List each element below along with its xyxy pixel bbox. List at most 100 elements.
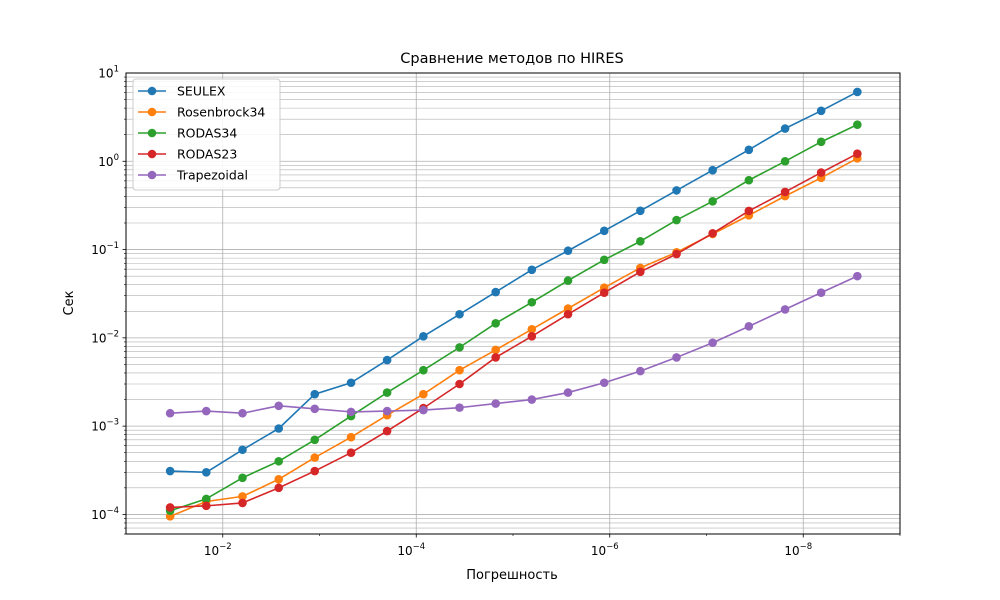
y-tick-label-exponent: 0: [114, 153, 119, 163]
series-line: [169, 157, 858, 518]
x-tick-label: 10−2: [204, 542, 232, 558]
legend-marker: [147, 107, 157, 117]
data-point: [491, 345, 500, 355]
series-trapezoidal: [165, 271, 862, 418]
legend-marker: [147, 149, 157, 159]
legend-label: SEULEX: [177, 84, 226, 99]
legend-marker: [147, 170, 157, 180]
data-point: [455, 309, 464, 319]
x-tick-label-exponent: −8: [800, 542, 813, 552]
data-point: [780, 156, 790, 166]
data-point: [816, 168, 826, 177]
data-point: [419, 389, 428, 399]
data-point: [274, 424, 284, 433]
data-point: [274, 483, 284, 493]
data-point: [527, 332, 537, 341]
series-layer: [165, 87, 862, 521]
y-tick-label-exponent: −1: [106, 241, 119, 251]
x-tick-label: 10−4: [397, 542, 425, 558]
data-point: [853, 120, 862, 129]
data-point: [527, 395, 537, 404]
data-point: [816, 106, 826, 116]
data-point: [491, 353, 500, 362]
data-point: [636, 206, 645, 216]
data-point: [201, 467, 211, 477]
y-tick-label-base: 10: [91, 508, 106, 522]
y-tick-label-exponent: −3: [106, 418, 119, 428]
data-point: [599, 226, 609, 236]
data-point: [527, 265, 537, 275]
series-line: [169, 123, 858, 512]
data-point: [165, 503, 175, 512]
data-point: [274, 401, 284, 411]
data-point: [455, 343, 464, 352]
data-point: [346, 432, 356, 442]
data-point: [672, 249, 681, 259]
data-point: [165, 408, 175, 418]
data-point: [744, 175, 754, 185]
data-point: [455, 379, 464, 389]
data-point: [274, 474, 284, 484]
legend-box: [132, 78, 281, 191]
legend-label: Trapezoidal: [176, 168, 248, 183]
data-point: [201, 494, 211, 504]
data-point: [708, 197, 717, 206]
data-point: [744, 145, 754, 155]
series-rodas23: [165, 149, 862, 512]
legend-entry: RODAS34: [138, 126, 237, 141]
data-point: [491, 399, 500, 408]
data-point: [599, 255, 609, 265]
data-point: [310, 466, 320, 476]
data-point: [238, 498, 247, 508]
data-point: [563, 388, 573, 397]
y-tick-label: 100: [98, 153, 119, 169]
data-point: [455, 365, 464, 375]
data-point: [816, 288, 826, 297]
y-tick-label-exponent: −4: [106, 506, 119, 516]
data-point: [201, 501, 211, 511]
data-point: [672, 353, 681, 362]
series-line: [170, 152, 858, 509]
x-tick-label-base: 10: [784, 544, 799, 558]
data-point: [382, 406, 392, 416]
legend-marker: [147, 128, 157, 138]
data-point: [310, 389, 320, 399]
y-axis-label: Сек: [62, 290, 77, 315]
y-tick-label: 101: [98, 65, 119, 81]
data-point: [310, 435, 320, 445]
data-point: [238, 473, 247, 483]
series-line: [170, 275, 858, 415]
y-tick-label-base: 10: [98, 155, 113, 169]
y-tick-label: 10−3: [91, 418, 119, 434]
grid: [126, 73, 900, 535]
data-point: [346, 407, 356, 417]
legend-entry: SEULEX: [138, 84, 226, 99]
data-point: [382, 388, 392, 397]
legend-label: RODAS34: [177, 126, 237, 141]
data-point: [455, 403, 464, 412]
data-point: [708, 338, 717, 348]
series-seulex: [165, 87, 862, 477]
data-point: [491, 287, 500, 297]
legend-label: Rosenbrock34: [177, 105, 265, 120]
data-point: [636, 366, 645, 376]
x-axis-label: Погрешность: [466, 568, 558, 583]
data-point: [382, 355, 392, 365]
x-tick-label-base: 10: [204, 544, 219, 558]
data-point: [708, 165, 717, 175]
series-rodas34: [165, 120, 862, 516]
data-point: [853, 149, 862, 158]
data-point: [780, 305, 790, 314]
data-point: [780, 187, 790, 197]
data-point: [636, 237, 645, 246]
data-point: [527, 324, 537, 334]
data-point: [599, 378, 609, 388]
data-point: [563, 309, 573, 319]
data-point: [238, 492, 247, 501]
data-point: [274, 456, 284, 466]
x-tick-label-exponent: −4: [413, 542, 426, 552]
data-point: [310, 404, 320, 414]
y-tick-label: 10−4: [91, 506, 119, 522]
data-point: [853, 87, 862, 97]
